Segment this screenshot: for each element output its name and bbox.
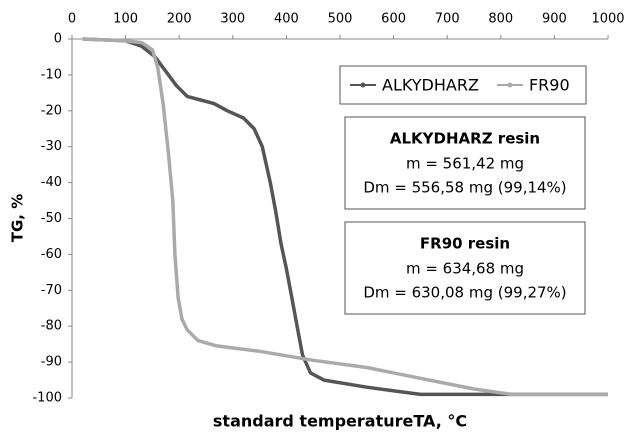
x-tick-label: 800	[488, 12, 513, 27]
annotation-title: FR90 resin	[420, 235, 510, 253]
x-tick-label: 100	[113, 12, 138, 27]
y-tick-label: -40	[41, 175, 62, 190]
y-tick-label: -80	[41, 319, 62, 334]
y-tick-label: -50	[41, 211, 62, 226]
x-tick-label: 900	[542, 12, 567, 27]
y-axis-label: TG, %	[9, 194, 27, 243]
x-tick-label: 500	[328, 12, 353, 27]
x-tick-label: 700	[435, 12, 460, 27]
y-tick-label: 0	[54, 32, 62, 47]
annotation-box	[344, 116, 586, 210]
x-tick-label: 400	[274, 12, 299, 27]
legend-marker	[360, 82, 366, 88]
legend-box	[339, 65, 587, 105]
series-line	[82, 37, 608, 397]
y-tick-label: -60	[41, 247, 62, 262]
legend-label: FR90	[529, 76, 570, 95]
annotation-box	[344, 221, 586, 315]
legend-label: ALKYDHARZ	[382, 76, 479, 95]
y-tick-label: -20	[41, 103, 62, 118]
x-tick-label: 300	[220, 12, 245, 27]
y-tick-label: -30	[41, 139, 62, 154]
x-tick-label: 0	[68, 12, 76, 27]
x-tick-label: 200	[167, 12, 192, 27]
annotation-line: m = 561,42 mg	[406, 155, 524, 173]
x-tick-label: 1000	[591, 12, 624, 27]
annotation-title: ALKYDHARZ resin	[390, 130, 540, 148]
y-tick-label: -90	[41, 355, 62, 370]
legend-marker	[507, 82, 513, 88]
y-tick-label: -10	[41, 67, 62, 82]
series-line	[82, 37, 608, 397]
y-tick-label: -70	[41, 283, 62, 298]
x-tick-label: 600	[381, 12, 406, 27]
annotation-line: Dm = 630,08 mg (99,27%)	[363, 284, 566, 302]
annotation-line: m = 634,68 mg	[406, 260, 524, 278]
annotation-line: Dm = 556,58 mg (99,14%)	[363, 179, 566, 197]
x-axis-label: standard temperatureTA, °C	[213, 412, 467, 431]
y-tick-label: -100	[32, 391, 62, 406]
